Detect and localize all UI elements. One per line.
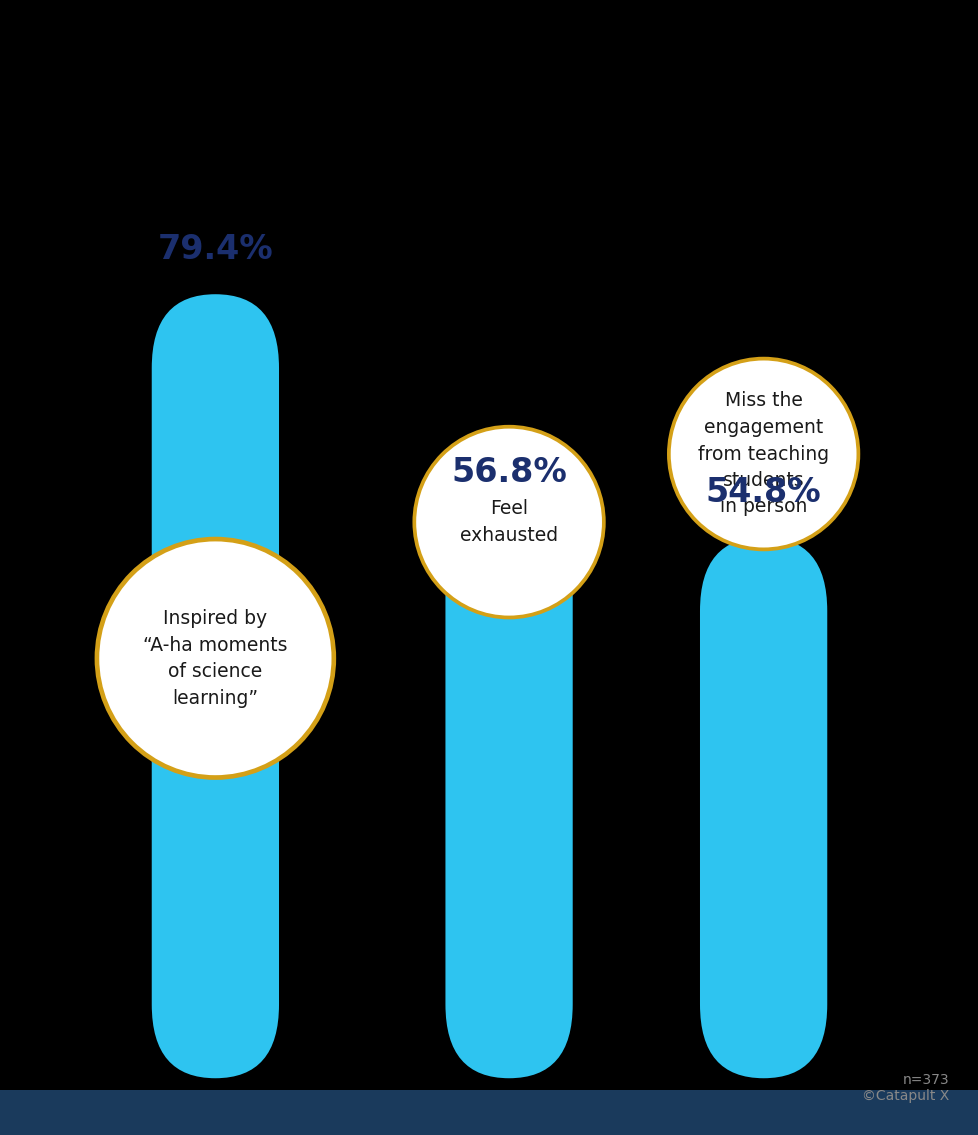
Text: 54.8%: 54.8% [705,476,821,508]
Text: Miss the
engagement
from teaching
students
in person: Miss the engagement from teaching studen… [697,392,828,516]
Ellipse shape [99,541,332,775]
Ellipse shape [666,356,860,552]
Text: Inspired by
“A-ha moments
of science
learning”: Inspired by “A-ha moments of science lea… [143,609,288,707]
Text: 79.4%: 79.4% [157,233,273,266]
Text: Feel
exhausted: Feel exhausted [460,499,557,545]
Text: 56.8%: 56.8% [451,456,566,489]
Ellipse shape [95,537,335,780]
FancyBboxPatch shape [699,537,826,1078]
FancyBboxPatch shape [445,518,572,1078]
FancyBboxPatch shape [0,1090,978,1135]
Text: n=373
©Catapult X: n=373 ©Catapult X [862,1073,949,1103]
Ellipse shape [412,424,605,620]
Ellipse shape [416,429,601,615]
FancyBboxPatch shape [152,294,279,1078]
Ellipse shape [670,361,856,547]
